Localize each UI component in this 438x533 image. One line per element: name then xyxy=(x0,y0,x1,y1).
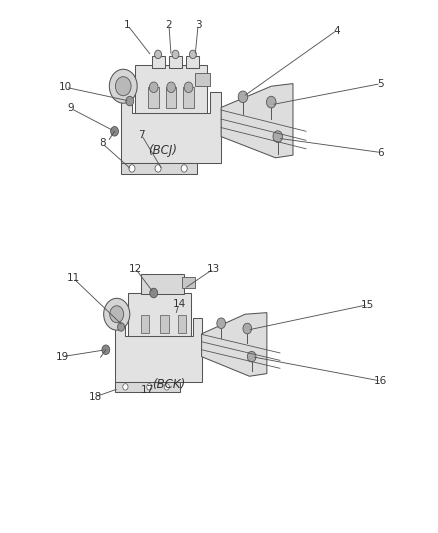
Circle shape xyxy=(172,50,179,59)
Text: 4: 4 xyxy=(333,26,340,36)
Bar xyxy=(186,56,199,68)
Text: 6: 6 xyxy=(378,148,384,158)
Circle shape xyxy=(273,131,283,142)
Text: 9: 9 xyxy=(68,103,74,114)
Text: 10: 10 xyxy=(59,82,72,92)
Circle shape xyxy=(104,298,130,330)
Text: 8: 8 xyxy=(99,139,106,149)
FancyBboxPatch shape xyxy=(135,65,207,113)
Circle shape xyxy=(164,384,170,390)
Bar xyxy=(178,316,186,333)
Text: 5: 5 xyxy=(378,78,384,88)
Circle shape xyxy=(123,384,128,390)
Text: 7: 7 xyxy=(138,130,145,140)
Circle shape xyxy=(155,165,161,172)
Bar xyxy=(141,316,149,333)
FancyBboxPatch shape xyxy=(127,293,191,336)
Text: 15: 15 xyxy=(361,300,374,310)
FancyBboxPatch shape xyxy=(195,73,210,86)
Circle shape xyxy=(243,323,252,334)
Text: 18: 18 xyxy=(88,392,102,402)
Text: 13: 13 xyxy=(207,264,220,273)
Text: 14: 14 xyxy=(172,298,186,309)
Circle shape xyxy=(110,306,124,322)
Circle shape xyxy=(117,322,124,331)
Bar xyxy=(148,87,159,109)
FancyBboxPatch shape xyxy=(182,277,195,288)
Circle shape xyxy=(102,345,110,354)
Bar xyxy=(160,316,169,333)
Circle shape xyxy=(110,69,137,103)
Polygon shape xyxy=(115,382,180,392)
Text: 1: 1 xyxy=(124,20,131,30)
Text: (BCK): (BCK) xyxy=(152,378,186,391)
Circle shape xyxy=(116,77,131,96)
Text: 11: 11 xyxy=(67,273,80,283)
Circle shape xyxy=(126,96,134,106)
Polygon shape xyxy=(115,318,201,382)
Polygon shape xyxy=(201,313,267,376)
Circle shape xyxy=(238,91,248,103)
Text: 19: 19 xyxy=(56,352,69,361)
FancyBboxPatch shape xyxy=(141,274,184,294)
Polygon shape xyxy=(121,92,221,163)
Text: 2: 2 xyxy=(166,20,172,30)
Circle shape xyxy=(129,165,135,172)
Circle shape xyxy=(147,384,152,390)
Text: 12: 12 xyxy=(129,264,142,273)
Text: (BCJ): (BCJ) xyxy=(148,144,177,157)
Bar xyxy=(169,56,182,68)
Circle shape xyxy=(149,82,158,93)
Circle shape xyxy=(150,288,158,298)
Circle shape xyxy=(155,50,162,59)
Circle shape xyxy=(266,96,276,108)
Text: 17: 17 xyxy=(141,384,154,394)
Circle shape xyxy=(217,318,226,328)
Text: 16: 16 xyxy=(374,376,388,386)
Bar xyxy=(184,87,194,109)
Bar xyxy=(166,87,177,109)
Circle shape xyxy=(247,351,256,362)
Circle shape xyxy=(181,165,187,172)
Text: 3: 3 xyxy=(195,20,201,30)
Circle shape xyxy=(189,50,196,59)
Polygon shape xyxy=(221,84,293,158)
Circle shape xyxy=(184,82,193,93)
Polygon shape xyxy=(121,163,197,174)
Bar xyxy=(152,56,165,68)
Circle shape xyxy=(167,82,176,93)
Circle shape xyxy=(111,126,118,136)
